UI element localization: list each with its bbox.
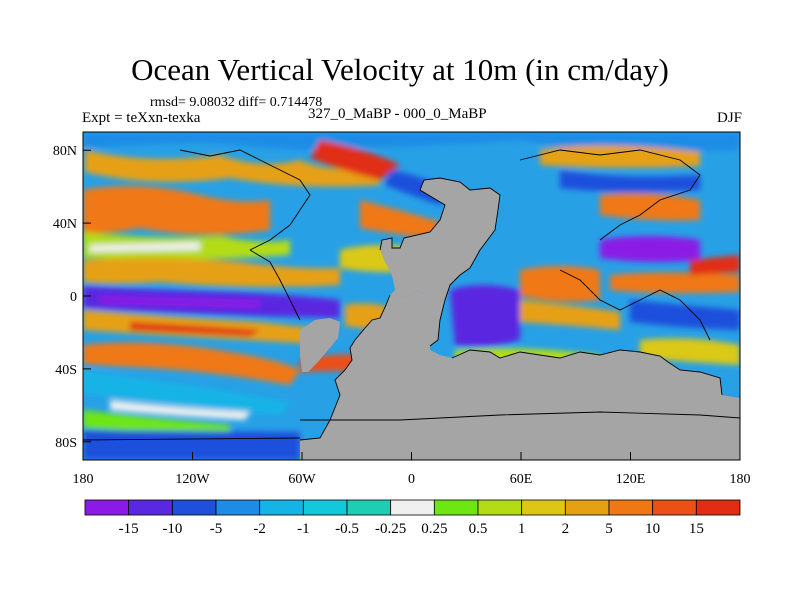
colorbar-label: -2 (253, 521, 266, 537)
land-mask (300, 178, 740, 460)
colorbar-label: 10 (645, 521, 660, 537)
colorbar-swatch (259, 499, 304, 516)
y-tick-label: 0 (70, 290, 77, 305)
comparison-label: 327_0_MaBP - 000_0_MaBP (308, 106, 487, 122)
colorbar-swatch (608, 499, 654, 516)
stats-label: rmsd= 9.08032 diff= 0.714478 (150, 95, 323, 110)
x-tick-label: 120E (616, 472, 646, 487)
colorbar-swatch (652, 499, 697, 516)
colorbar-label: 0.5 (469, 521, 488, 537)
colorbar-label: -15 (119, 521, 139, 537)
x-tick-label: 120W (175, 472, 210, 487)
colorbar-swatch (390, 499, 435, 516)
colorbar-swatch (695, 499, 741, 516)
colorbar-swatch (564, 499, 610, 516)
colorbar-label: -0.25 (375, 521, 406, 537)
y-tick-label: 40S (55, 363, 77, 378)
y-axis: 80N 40N 0 40S 80S (53, 144, 91, 451)
colorbar-swatch (521, 499, 566, 516)
season-label: DJF (716, 110, 742, 126)
colorbar-label: -5 (210, 521, 223, 537)
x-tick-label: 60E (510, 472, 533, 487)
colorbar-swatch (171, 499, 217, 516)
y-tick-label: 80N (53, 144, 77, 159)
experiment-label: Expt = teXxn-texka (82, 110, 201, 126)
colorbar-label: -1 (297, 521, 310, 537)
colorbar-swatch (128, 499, 173, 516)
map-title: Ocean Vertical Velocity at 10m (in cm/da… (131, 52, 669, 87)
colorbar-label: 0.25 (421, 521, 447, 537)
vertical-velocity-field (83, 132, 740, 460)
colorbar-swatch (215, 499, 261, 516)
colorbar-label: 1 (518, 521, 526, 537)
colorbar-swatch (433, 499, 479, 516)
colorbar-swatch (477, 499, 523, 516)
colorbar: -15 -10 -5 -2 -1 -0.5 -0.25 0.25 0.5 1 2 5 10 15 (84, 499, 741, 537)
x-tick-label: 180 (730, 472, 751, 487)
y-tick-label: 40N (53, 217, 77, 232)
colorbar-label: -0.5 (335, 521, 359, 537)
y-tick-label: 80S (55, 436, 77, 451)
colorbar-label: 15 (689, 521, 704, 537)
x-axis: 180 120W 60W 0 60E 120E 180 (73, 452, 751, 487)
colorbar-swatch (302, 499, 348, 516)
x-tick-label: 60W (288, 472, 316, 487)
x-tick-label: 0 (408, 472, 415, 487)
colorbar-swatch (84, 499, 130, 516)
colorbar-label: 2 (562, 521, 570, 537)
colorbar-label: -10 (162, 521, 182, 537)
colorbar-swatch (346, 499, 392, 516)
x-tick-label: 180 (73, 472, 94, 487)
colorbar-label: 5 (605, 521, 613, 537)
